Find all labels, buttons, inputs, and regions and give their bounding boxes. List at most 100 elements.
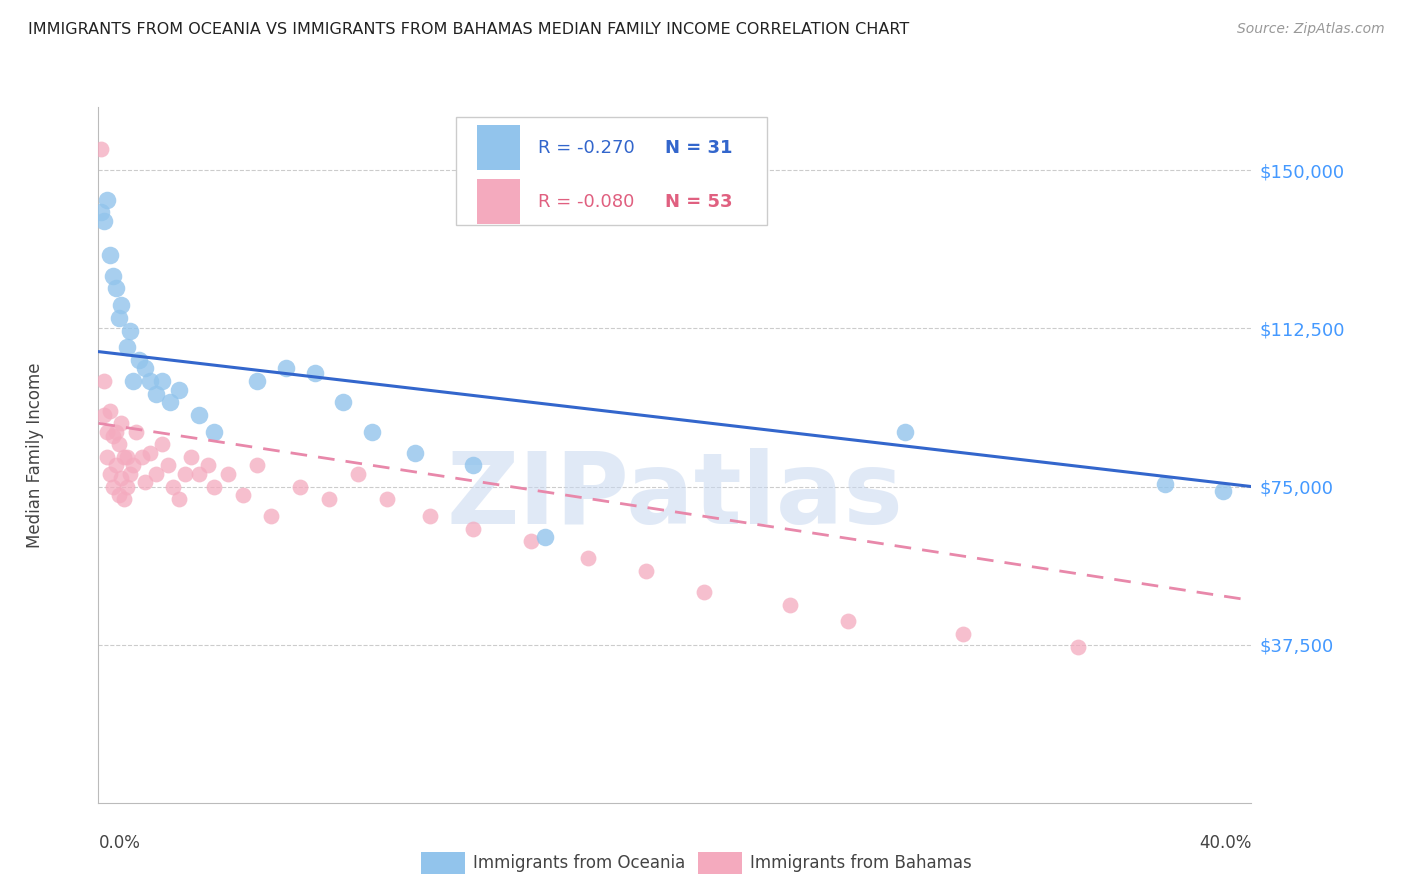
Point <box>231 488 254 502</box>
Point <box>93 214 115 228</box>
Text: Immigrants from Oceania: Immigrants from Oceania <box>472 855 685 872</box>
Point <box>304 366 326 380</box>
Point <box>461 458 484 473</box>
Point <box>1067 640 1090 654</box>
Point <box>260 509 283 524</box>
Point <box>117 450 139 464</box>
Point <box>96 425 118 439</box>
Text: R = -0.080: R = -0.080 <box>537 193 634 211</box>
Point <box>90 205 112 219</box>
Text: R = -0.270: R = -0.270 <box>537 138 634 157</box>
Text: N = 53: N = 53 <box>665 193 733 211</box>
Point <box>93 408 115 422</box>
Point <box>145 386 167 401</box>
Point <box>150 437 173 451</box>
FancyBboxPatch shape <box>477 125 520 170</box>
Point <box>120 467 142 481</box>
Point <box>156 458 179 473</box>
Point <box>122 374 145 388</box>
Point <box>93 374 115 388</box>
Point <box>101 429 124 443</box>
Point <box>107 310 129 325</box>
Point <box>461 522 484 536</box>
FancyBboxPatch shape <box>477 179 520 224</box>
Point <box>837 615 859 629</box>
Point <box>167 492 190 507</box>
Point <box>107 437 129 451</box>
Text: N = 31: N = 31 <box>665 138 733 157</box>
Point <box>98 247 121 261</box>
FancyBboxPatch shape <box>697 852 742 874</box>
Point <box>98 403 121 417</box>
Point <box>197 458 219 473</box>
Point <box>122 458 145 473</box>
Point <box>150 374 173 388</box>
Point <box>202 479 225 493</box>
Text: Median Family Income: Median Family Income <box>25 362 44 548</box>
Point <box>405 446 427 460</box>
Point <box>110 417 132 431</box>
Point <box>128 353 150 368</box>
Point <box>134 475 156 490</box>
Point <box>332 395 354 409</box>
Text: 40.0%: 40.0% <box>1199 834 1251 852</box>
FancyBboxPatch shape <box>422 852 465 874</box>
Point <box>779 598 801 612</box>
Point <box>162 479 184 493</box>
Text: Immigrants from Bahamas: Immigrants from Bahamas <box>749 855 972 872</box>
Point <box>361 425 384 439</box>
Point <box>520 534 543 549</box>
Point <box>134 361 156 376</box>
Point <box>98 467 121 481</box>
Point <box>110 471 132 485</box>
Point <box>174 467 197 481</box>
Point <box>120 324 142 338</box>
Point <box>217 467 239 481</box>
Point <box>246 374 269 388</box>
Point <box>101 268 124 283</box>
Point <box>139 374 162 388</box>
Point <box>167 383 190 397</box>
Point <box>145 467 167 481</box>
Point <box>246 458 269 473</box>
Point <box>346 467 368 481</box>
Point <box>110 298 132 312</box>
Point <box>117 479 139 493</box>
Point <box>894 425 917 439</box>
Point <box>578 551 600 566</box>
Text: 0.0%: 0.0% <box>98 834 141 852</box>
FancyBboxPatch shape <box>456 118 768 226</box>
Point <box>125 425 148 439</box>
Point <box>188 467 211 481</box>
Point <box>1212 483 1234 498</box>
Point <box>131 450 153 464</box>
Point <box>419 509 441 524</box>
Point <box>1153 477 1175 491</box>
Point <box>375 492 398 507</box>
Point <box>107 488 129 502</box>
Point <box>104 281 127 295</box>
Point <box>101 479 124 493</box>
Point <box>952 627 974 641</box>
Point <box>636 564 658 578</box>
Point <box>318 492 340 507</box>
Text: ZIPatlas: ZIPatlas <box>447 448 903 545</box>
Point <box>104 425 127 439</box>
Point <box>180 450 202 464</box>
Text: IMMIGRANTS FROM OCEANIA VS IMMIGRANTS FROM BAHAMAS MEDIAN FAMILY INCOME CORRELAT: IMMIGRANTS FROM OCEANIA VS IMMIGRANTS FR… <box>28 22 910 37</box>
Point <box>188 408 211 422</box>
Point <box>290 479 312 493</box>
Point <box>202 425 225 439</box>
Point <box>112 450 135 464</box>
Point <box>104 458 127 473</box>
Point <box>139 446 162 460</box>
Point <box>534 530 557 544</box>
Point <box>159 395 181 409</box>
Point <box>90 142 112 156</box>
Point <box>274 361 297 376</box>
Text: Source: ZipAtlas.com: Source: ZipAtlas.com <box>1237 22 1385 37</box>
Point <box>96 193 118 207</box>
Point <box>117 340 139 354</box>
Point <box>96 450 118 464</box>
Point <box>112 492 135 507</box>
